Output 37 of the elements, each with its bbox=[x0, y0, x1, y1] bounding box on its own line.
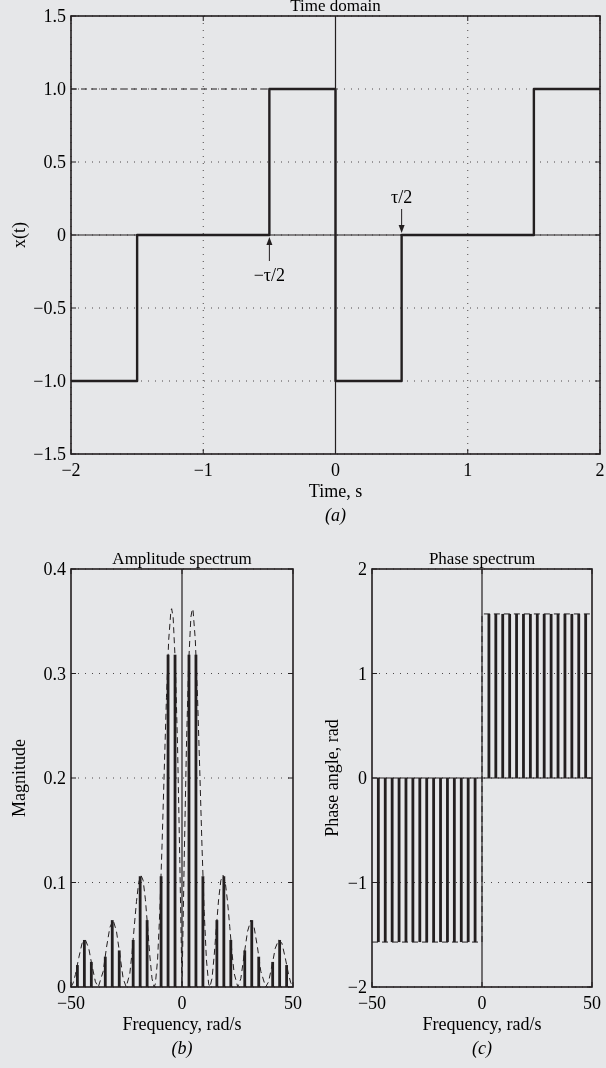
y-tick-label: −0.5 bbox=[33, 298, 66, 318]
y-tick-label: 1.0 bbox=[43, 79, 66, 99]
y-axis-title: Magnitude bbox=[9, 739, 29, 817]
x-axis-title: Time, s bbox=[308, 481, 363, 501]
text: (a) bbox=[325, 505, 346, 526]
y-tick-label: 1 bbox=[358, 663, 367, 684]
y-tick-label: 0 bbox=[57, 225, 66, 245]
y-tick-label: 0.3 bbox=[43, 663, 66, 684]
x-tick-label: 0 bbox=[177, 993, 187, 1013]
annotation: τ/2 bbox=[391, 187, 413, 207]
y-tick-label: −1 bbox=[347, 872, 367, 893]
y-axis-title: Phase angle, rad bbox=[322, 719, 342, 837]
y-tick-label: 0.5 bbox=[43, 152, 66, 172]
x-tick-label: 50 bbox=[284, 993, 302, 1013]
x-tick-label: 1 bbox=[463, 460, 473, 480]
y-tick-label: 0.1 bbox=[43, 872, 66, 893]
y-axis-title: x(t) bbox=[9, 222, 30, 248]
text: (b) bbox=[171, 1038, 193, 1059]
x-tick-label: 50 bbox=[583, 993, 601, 1013]
chart-title: Amplitude spectrum bbox=[112, 549, 252, 568]
y-tick-label: 0 bbox=[358, 768, 367, 788]
chart-title: Time domain bbox=[290, 0, 382, 15]
chart-title: Phase spectrum bbox=[428, 549, 536, 568]
x-tick-label: 0 bbox=[331, 460, 340, 480]
x-tick-label: −1 bbox=[193, 460, 213, 480]
y-tick-label: 0.2 bbox=[43, 768, 66, 788]
x-tick-label: 0 bbox=[477, 993, 487, 1013]
y-tick-label: −1.0 bbox=[33, 371, 66, 391]
y-tick-label: 0.4 bbox=[43, 559, 66, 579]
x-axis-title: Frequency, rad/s bbox=[122, 1014, 242, 1034]
annotation: −τ/2 bbox=[253, 265, 286, 285]
x-tick-label: 2 bbox=[595, 460, 605, 480]
x-axis-title: Frequency, rad/s bbox=[422, 1014, 542, 1034]
y-tick-label: 1.5 bbox=[43, 6, 66, 26]
text: (c) bbox=[472, 1038, 492, 1059]
y-tick-label: 2 bbox=[358, 559, 367, 579]
y-tick-label: −1.5 bbox=[33, 444, 66, 464]
